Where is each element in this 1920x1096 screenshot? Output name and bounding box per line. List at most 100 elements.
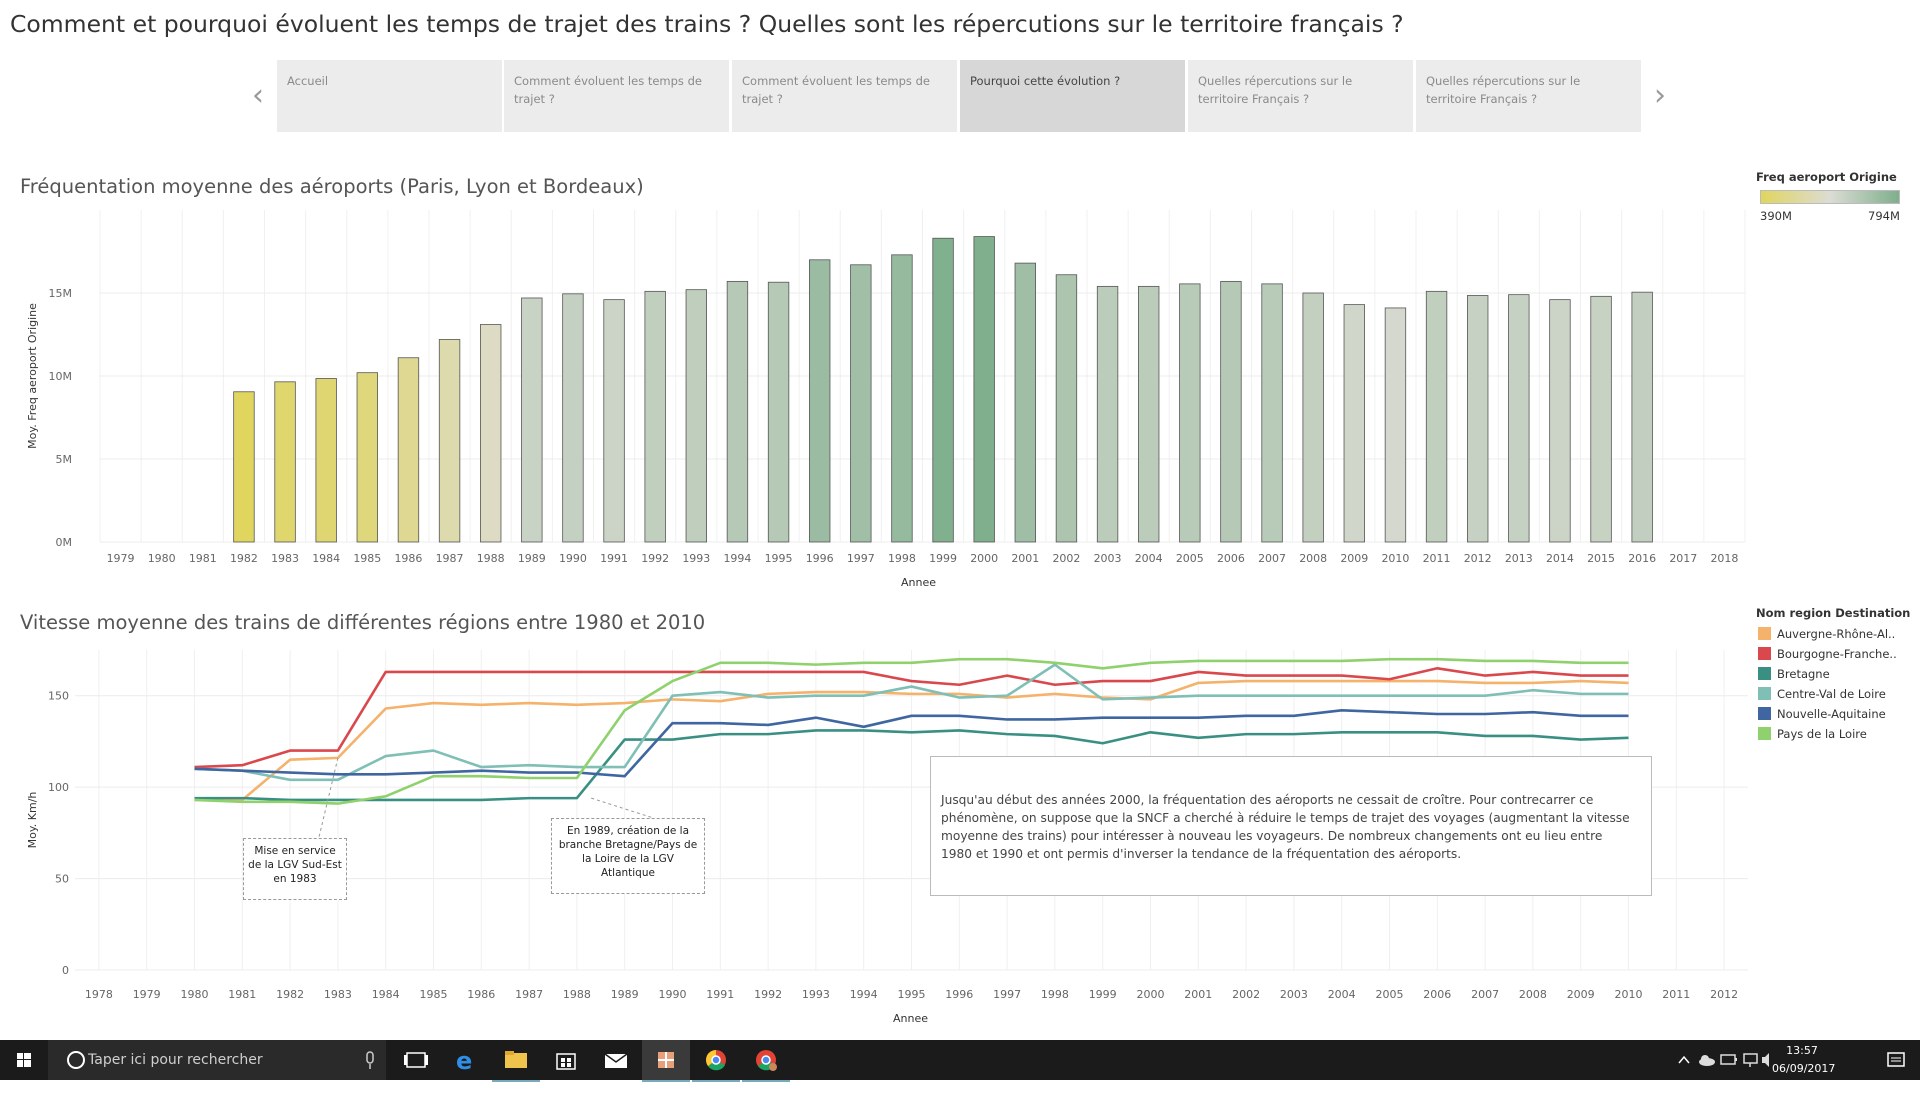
annotation-lgv-sud-est: Mise en service de la LGV Sud-Est en 198… [243, 838, 347, 900]
svg-text:e: e [456, 1047, 472, 1075]
y-axis-title: Moy. Km/h [26, 792, 39, 849]
legend-swatch [1758, 627, 1771, 640]
chrome-profile-icon[interactable] [742, 1040, 790, 1082]
x-tick-label: 2005 [1176, 552, 1204, 565]
legend-item[interactable]: Centre-Val de Loire [1758, 687, 1886, 703]
legend1-title: Freq aeroport Origine [1756, 170, 1897, 184]
bar [850, 264, 872, 543]
series-line [194, 663, 1629, 782]
tab-pourquoi[interactable]: Pourquoi cette évolution ? [960, 60, 1185, 132]
x-tick-label: 1991 [706, 988, 734, 1001]
x-tick-label: 2012 [1710, 988, 1738, 1001]
x-tick-label: 1998 [1041, 988, 1069, 1001]
x-tick-label: 1985 [353, 552, 381, 565]
legend-label: Nouvelle-Aquitaine [1777, 707, 1886, 721]
edge-browser-icon[interactable]: e [442, 1040, 490, 1080]
x-tick-label: 2018 [1710, 552, 1738, 565]
cloud-icon[interactable] [1696, 1040, 1718, 1080]
x-tick-label: 1982 [230, 552, 258, 565]
x-tick-label: 2003 [1280, 988, 1308, 1001]
x-tick-label: 2007 [1258, 552, 1286, 565]
series-line [194, 657, 1629, 805]
volume-icon[interactable] [1760, 1040, 1774, 1080]
legend-item[interactable]: Bourgogne-Franche.. [1758, 647, 1897, 663]
x-tick-label: 1984 [312, 552, 340, 565]
bar [1549, 299, 1571, 543]
x-tick-label: 2011 [1662, 988, 1690, 1001]
network-icon[interactable] [1740, 1040, 1762, 1080]
x-tick-label: 1980 [181, 988, 209, 1001]
x-tick-label: 2017 [1669, 552, 1697, 565]
x-tick-label: 1996 [945, 988, 973, 1001]
x-tick-label: 1999 [929, 552, 957, 565]
bar [233, 391, 255, 543]
airport-bar-chart: 0M 5M 10M 15M 1979 1980 1981 1982 1983 1984 1985 19… [26, 210, 1746, 589]
task-view-icon[interactable] [392, 1040, 440, 1080]
x-tick-label: 2011 [1423, 552, 1451, 565]
x-tick-label: 1988 [563, 988, 591, 1001]
series-line [194, 709, 1629, 778]
chrome-icon[interactable] [692, 1040, 740, 1082]
tab-evolution-temps-2[interactable]: Comment évoluent les temps de trajet ? [732, 60, 957, 132]
x-tick-label: 2010 [1381, 552, 1409, 565]
legend-item[interactable]: Bretagne [1758, 667, 1830, 683]
x-tick-label: 2010 [1615, 988, 1643, 1001]
bar [1096, 285, 1119, 543]
x-tick-label: 1985 [420, 988, 448, 1001]
legend-item[interactable]: Pays de la Loire [1758, 727, 1867, 743]
tableau-app-icon[interactable] [642, 1040, 690, 1082]
x-tick-label: 2004 [1135, 552, 1163, 565]
prev-arrow-icon[interactable]: ‹ [252, 78, 264, 113]
mail-icon[interactable] [592, 1040, 640, 1080]
x-tick-label: 1996 [806, 552, 834, 565]
x-tick-label: 2007 [1471, 988, 1499, 1001]
x-tick-label: 2012 [1464, 552, 1492, 565]
notifications-icon[interactable] [1872, 1040, 1920, 1080]
bar [1055, 274, 1078, 543]
x-tick-label: 1989 [611, 988, 639, 1001]
x-tick-label: 2000 [970, 552, 998, 565]
bar [767, 281, 790, 543]
bar [932, 237, 954, 543]
legend-swatch [1758, 727, 1771, 740]
bar [397, 357, 420, 543]
x-tick-label: 2003 [1094, 552, 1122, 565]
windows-start-button[interactable] [0, 1040, 48, 1080]
next-arrow-icon[interactable]: › [1654, 78, 1666, 113]
tab-repercutions-1[interactable]: Quelles répercutions sur le territoire F… [1188, 60, 1413, 132]
bar [480, 324, 502, 543]
battery-icon[interactable] [1718, 1040, 1740, 1080]
clock-date[interactable]: 06/09/2017 [1772, 1062, 1836, 1075]
x-tick-label: 1983 [271, 552, 299, 565]
microphone-icon[interactable] [360, 1040, 380, 1080]
file-explorer-icon[interactable] [492, 1040, 540, 1082]
chevron-up-icon[interactable] [1674, 1040, 1694, 1080]
bar [1384, 307, 1407, 543]
x-tick-label: 1988 [477, 552, 505, 565]
bar [1631, 291, 1653, 543]
store-icon[interactable] [542, 1040, 590, 1080]
legend-item[interactable]: Auvergne-Rhône-Al.. [1758, 627, 1895, 643]
clock-time[interactable]: 13:57 [1786, 1044, 1818, 1057]
tab-accueil[interactable]: Accueil [277, 60, 502, 132]
tab-repercutions-2[interactable]: Quelles répercutions sur le territoire F… [1416, 60, 1641, 132]
x-tick-label: 1997 [847, 552, 875, 565]
bar [274, 381, 296, 543]
bar [973, 236, 995, 543]
tab-evolution-temps-1[interactable]: Comment évoluent les temps de trajet ? [504, 60, 729, 132]
taskbar-search[interactable] [48, 1040, 386, 1080]
bar [1425, 290, 1448, 543]
legend1-max-label: 794M [1868, 209, 1900, 223]
y-tick-label: 150 [48, 690, 69, 703]
legend-swatch [1758, 647, 1771, 660]
x-tick-label: 1995 [898, 988, 926, 1001]
series-line [194, 729, 1629, 802]
bar [603, 299, 625, 543]
y-tick-label: 10M [49, 370, 73, 383]
bar [1261, 283, 1283, 543]
legend-item[interactable]: Nouvelle-Aquitaine [1758, 707, 1886, 723]
x-tick-label: 1992 [754, 988, 782, 1001]
x-tick-label: 1983 [324, 988, 352, 1001]
chart2-title: Vitesse moyenne des trains de différente… [20, 611, 706, 634]
x-tick-label: 1981 [228, 988, 256, 1001]
